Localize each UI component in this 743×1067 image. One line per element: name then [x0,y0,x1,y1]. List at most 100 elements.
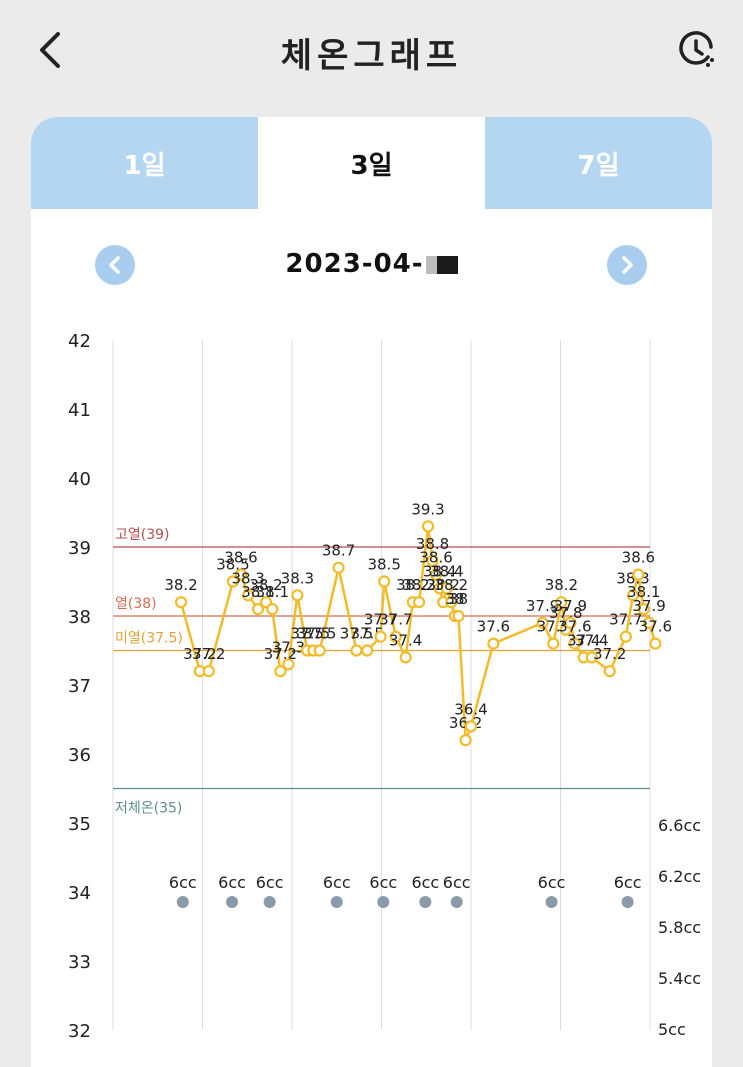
next-date-button[interactable] [607,245,647,285]
dose-point [377,896,390,908]
y-tick-label: 36 [68,745,91,766]
dose-label: 6cc [369,873,397,892]
temperature-value-label: 37.7 [379,611,412,629]
dose-label: 6cc [411,873,439,892]
dose-label: 6cc [323,873,351,892]
temperature-point [626,589,640,602]
temperature-value-label: 38.2 [396,576,429,594]
temperature-point [251,602,265,616]
temperature-value-label: 38.2 [164,576,197,594]
temperature-value-label: 37.5 [340,625,373,643]
temperature-point [632,568,645,581]
temperature-point [332,561,345,574]
temperature-value-label: 37.5 [291,625,324,643]
date-navigator: 2023-04- [31,237,712,293]
chevron-left-icon [109,256,120,274]
temperature-point [274,665,287,678]
y2-tick-label: 6.6cc [658,816,701,835]
temperature-point [374,630,387,643]
temperature-value-label: 38.1 [256,583,289,601]
dose-point [226,896,239,908]
reference-line-label: 고열(39) [115,527,170,543]
temperature-point [226,575,240,588]
temperature-value-label: 37.6 [558,618,591,636]
tab-7-day[interactable]: 7일 [485,117,712,209]
temperature-value-label: 37.4 [567,631,600,649]
temperature-point [266,602,279,616]
temperature-value-label: 37.7 [364,611,397,629]
temperature-value-label: 38.2 [545,576,578,594]
dose-point [621,896,634,908]
temperature-value-label: 37.2 [192,645,225,663]
temperature-value-label: 37.6 [639,618,672,636]
chevron-left-icon [40,32,60,68]
temperature-point [464,720,478,733]
redacted-day [425,255,458,274]
y-tick-label: 41 [68,400,91,421]
temperature-point [174,596,188,609]
y-tick-label: 37 [68,676,91,697]
tab-1-day[interactable]: 1일 [31,117,258,209]
temperature-point [234,568,248,581]
temperature-value-label: 38.3 [281,569,314,587]
temperature-point [487,637,500,650]
y2-tick-label: 5.8cc [658,918,701,937]
temperature-value-label: 38.1 [627,583,660,601]
page-title: 체온그래프 [280,36,463,76]
temperature-point [313,644,326,657]
temperature-value-label: 38.3 [231,569,264,587]
temperature-point [555,596,568,609]
temperature-value-label: 38.2 [249,576,282,594]
chevron-right-icon [622,256,633,274]
reference-line-label: 저체온(35) [115,801,182,817]
dose-point [545,896,558,908]
temperature-value-label: 37.4 [575,631,608,649]
y-tick-label: 35 [68,814,91,835]
history-button[interactable] [677,30,717,70]
y-tick-label: 34 [68,883,91,904]
previous-date-button[interactable] [95,245,135,285]
reference-line-label: 미열(37.5) [115,631,183,647]
dose-label: 6cc [218,873,246,892]
y-tick-label: 33 [68,952,91,973]
temperature-point [459,734,472,747]
dose-label: 6cc [169,873,197,892]
temperature-point [564,616,577,630]
temperature-value-label: 37.6 [477,618,510,636]
temperature-value-label: 38.6 [224,549,257,567]
dose-point [263,896,276,908]
temperature-value-label: 37.2 [593,645,626,663]
temperature-point [378,575,391,588]
y-tick-label: 39 [68,538,91,559]
temperature-point [361,644,374,657]
y-tick-label: 42 [68,331,91,352]
temperature-value-label: 37.9 [554,597,587,615]
temperature-point [568,637,581,650]
temperature-value-label: 37.3 [272,638,305,656]
temperature-point [399,651,412,664]
temperature-value-label: 38.4 [430,562,463,580]
y-tick-label: 38 [68,607,91,628]
dose-point [330,896,343,908]
temperature-value-label: 38.2 [435,576,468,594]
temperature-value-label: 38.2 [402,576,435,594]
clock-history-icon [679,31,714,67]
temperature-point [445,596,458,609]
tab-3-day[interactable]: 3일 [258,117,485,209]
temperature-value-label: 37.7 [609,611,642,629]
temperature-point [637,602,650,616]
back-button[interactable] [30,28,74,72]
y2-tick-label: 5cc [658,1020,686,1039]
temperature-value-label: 38.6 [622,549,655,567]
dose-label: 6cc [538,873,566,892]
temperature-point [643,616,656,630]
temperature-point [202,665,215,678]
temperature-value-label: 37.5 [303,625,336,643]
temperature-point [536,616,549,630]
temperature-point [350,644,363,657]
temperature-value-label: 36.4 [454,700,487,718]
y2-tick-label: 5.4cc [658,969,701,988]
dose-label: 6cc [614,873,642,892]
y2-tick-label: 6.2cc [658,867,701,886]
temperature-value-label: 39.3 [411,500,444,518]
